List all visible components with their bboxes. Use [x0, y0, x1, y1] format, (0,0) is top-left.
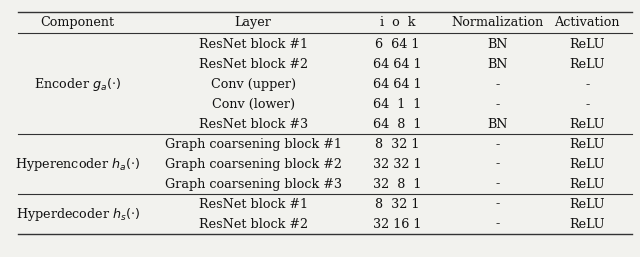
Text: Graph coarsening block #3: Graph coarsening block #3: [164, 178, 342, 191]
Text: 64 64 1: 64 64 1: [373, 58, 422, 71]
Text: 8  32 1: 8 32 1: [375, 138, 420, 151]
Text: 6  64 1: 6 64 1: [375, 38, 420, 51]
Text: Conv (lower): Conv (lower): [212, 98, 295, 111]
Text: -: -: [495, 138, 500, 151]
Text: ResNet block #1: ResNet block #1: [199, 38, 308, 51]
Text: Layer: Layer: [235, 16, 271, 29]
Text: ReLU: ReLU: [570, 118, 605, 131]
Text: Conv (upper): Conv (upper): [211, 78, 296, 91]
Text: ReLU: ReLU: [570, 217, 605, 231]
Text: -: -: [495, 98, 500, 111]
Text: -: -: [495, 78, 500, 91]
Text: ReLU: ReLU: [570, 198, 605, 210]
Text: 32 32 1: 32 32 1: [373, 158, 422, 171]
Text: Activation: Activation: [554, 16, 620, 29]
Text: 32  8  1: 32 8 1: [373, 178, 422, 191]
Text: -: -: [495, 178, 500, 191]
Text: Graph coarsening block #2: Graph coarsening block #2: [164, 158, 342, 171]
Text: Graph coarsening block #1: Graph coarsening block #1: [164, 138, 342, 151]
Text: -: -: [495, 217, 500, 231]
Text: BN: BN: [488, 118, 508, 131]
Text: -: -: [495, 158, 500, 171]
Text: ResNet block #1: ResNet block #1: [199, 198, 308, 210]
Text: 8  32 1: 8 32 1: [375, 198, 420, 210]
Text: Hyperdecoder $h_s(\cdot)$: Hyperdecoder $h_s(\cdot)$: [15, 206, 140, 223]
Text: Normalization: Normalization: [451, 16, 544, 29]
Text: ResNet block #3: ResNet block #3: [198, 118, 308, 131]
Text: ReLU: ReLU: [570, 138, 605, 151]
Text: 64  8  1: 64 8 1: [373, 118, 422, 131]
Text: ReLU: ReLU: [570, 158, 605, 171]
Text: 64 64 1: 64 64 1: [373, 78, 422, 91]
Text: ResNet block #2: ResNet block #2: [198, 58, 308, 71]
Text: ResNet block #2: ResNet block #2: [198, 217, 308, 231]
Text: i  o  k: i o k: [380, 16, 415, 29]
Text: -: -: [495, 198, 500, 210]
Text: ReLU: ReLU: [570, 58, 605, 71]
Text: -: -: [585, 98, 589, 111]
Text: BN: BN: [488, 58, 508, 71]
Text: ReLU: ReLU: [570, 38, 605, 51]
Text: Hyperencoder $h_a(\cdot)$: Hyperencoder $h_a(\cdot)$: [15, 155, 140, 173]
Text: 64  1  1: 64 1 1: [373, 98, 422, 111]
Text: 32 16 1: 32 16 1: [373, 217, 422, 231]
Text: -: -: [585, 78, 589, 91]
Text: Encoder $g_a(\cdot)$: Encoder $g_a(\cdot)$: [35, 76, 121, 93]
Text: ReLU: ReLU: [570, 178, 605, 191]
Text: Component: Component: [41, 16, 115, 29]
Text: BN: BN: [488, 38, 508, 51]
